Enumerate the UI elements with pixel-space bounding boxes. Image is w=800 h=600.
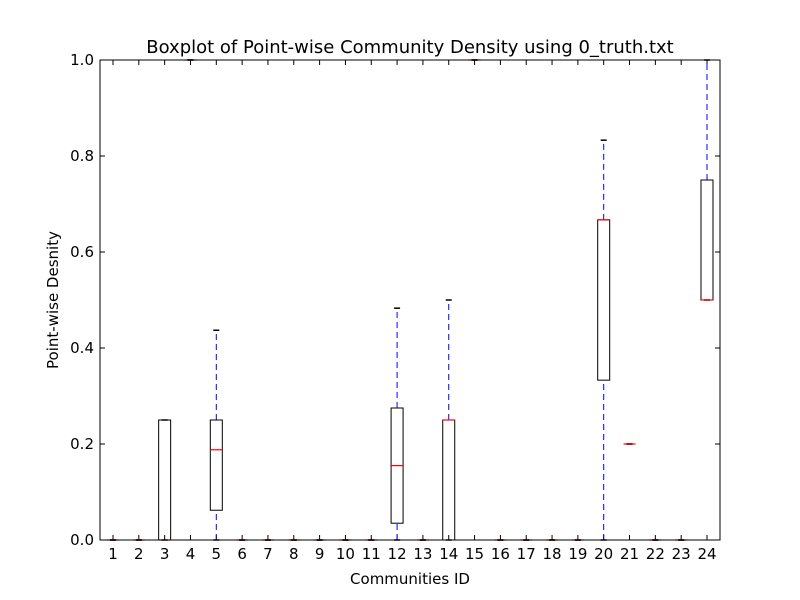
x-tick-label: 9 (315, 545, 325, 563)
x-tick-label: 23 (672, 545, 691, 563)
y-tick-label: 0.4 (70, 339, 94, 357)
y-tick-label: 0.6 (70, 243, 94, 261)
x-tick-label: 22 (646, 545, 665, 563)
chart-title: Boxplot of Point-wise Community Density … (146, 37, 674, 58)
y-tick-label: 0.0 (70, 531, 94, 549)
plot-frame (99, 59, 721, 541)
x-tick-label: 17 (517, 545, 536, 563)
x-tick-label: 16 (491, 545, 510, 563)
box-community-12 (390, 307, 404, 541)
x-tick-label: 13 (413, 545, 432, 563)
box-iqr (442, 419, 456, 541)
x-tick-label: 12 (388, 545, 407, 563)
box-community-24 (700, 59, 714, 301)
x-tick-label: 3 (160, 545, 170, 563)
box-community-20 (597, 139, 611, 541)
plot-area: 0.00.20.40.60.81.01 2 3 4 5 6 7 8 9 10 11 12 13 14 15 1… (70, 51, 720, 563)
x-tick-label: 1 (108, 545, 118, 563)
box-iqr (700, 179, 714, 301)
box-community-14 (442, 299, 456, 541)
x-tick-label: 21 (620, 545, 639, 563)
x-tick-label: 6 (237, 545, 247, 563)
box-community-5 (209, 329, 223, 541)
x-tick-label: 5 (212, 545, 222, 563)
x-tick-label: 11 (362, 545, 381, 563)
x-tick-label: 20 (594, 545, 613, 563)
y-axis-label: Point-wise Desnity (44, 231, 62, 369)
box-iqr (158, 419, 172, 541)
box-iqr (597, 219, 611, 381)
x-tick-label: 4 (186, 545, 196, 563)
x-tick-label: 14 (439, 545, 458, 563)
x-tick-label: 2 (134, 545, 144, 563)
y-tick-label: 1.0 (70, 51, 94, 69)
x-tick-label: 19 (568, 545, 587, 563)
x-axis-label: Communities ID (350, 570, 470, 588)
x-tick-label: 10 (336, 545, 355, 563)
y-tick-label: 0.2 (70, 435, 94, 453)
box-community-3 (158, 419, 172, 541)
x-tick-label: 15 (465, 545, 484, 563)
x-tick-label: 8 (289, 545, 299, 563)
x-tick-label: 18 (542, 545, 561, 563)
y-tick-label: 0.8 (70, 147, 94, 165)
x-tick-label: 7 (263, 545, 273, 563)
box-iqr (209, 419, 223, 511)
x-tick-label: 24 (697, 545, 716, 563)
